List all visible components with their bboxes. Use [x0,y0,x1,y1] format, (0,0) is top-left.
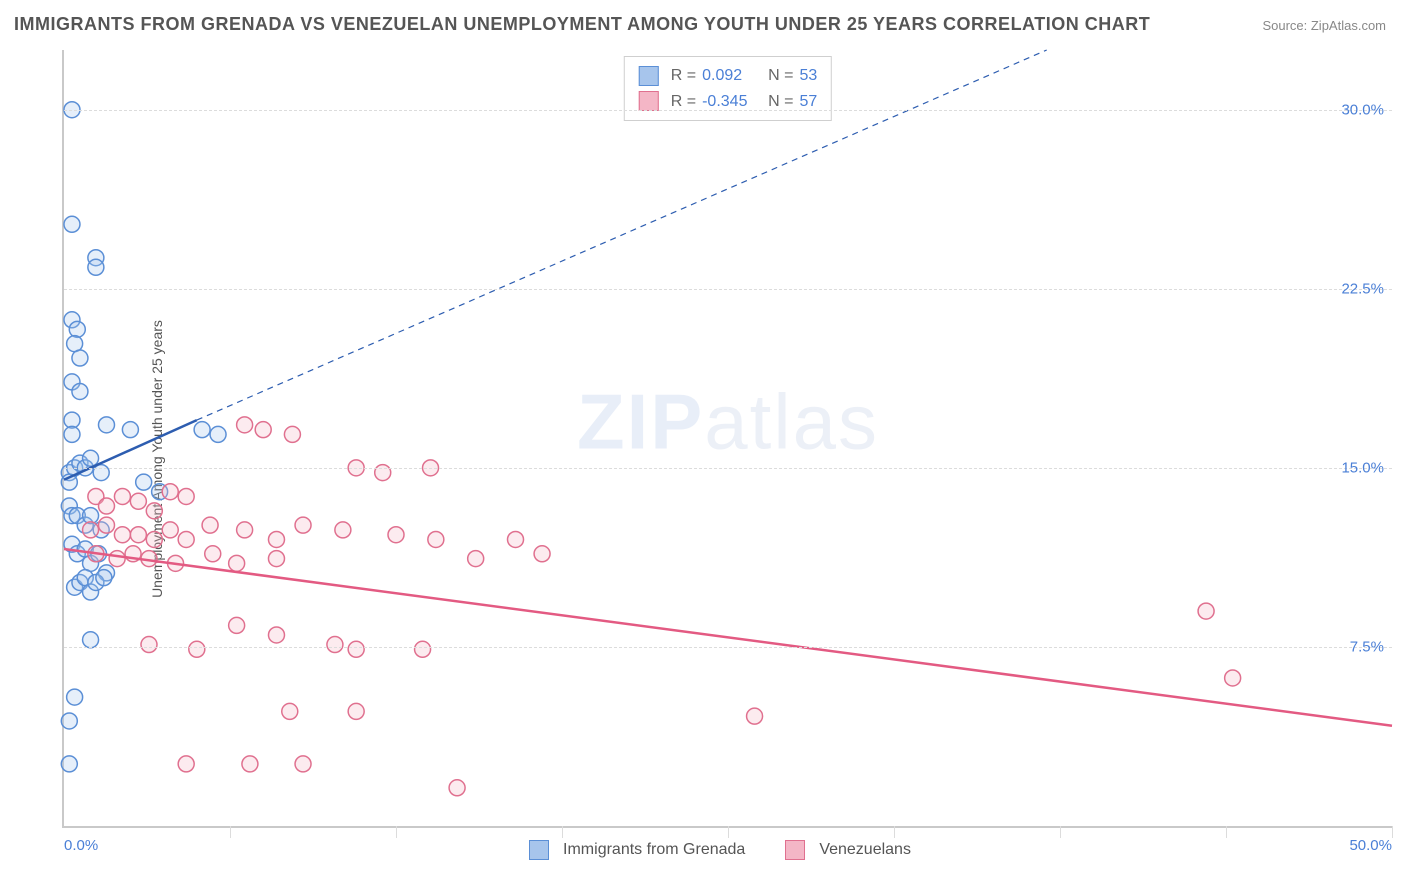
chart-title: IMMIGRANTS FROM GRENADA VS VENEZUELAN UN… [14,14,1150,35]
gridline-horizontal [64,468,1392,469]
gridline-horizontal [64,110,1392,111]
swatch-series-b [639,91,659,111]
r-value-a: 0.092 [702,63,762,89]
swatch-series-a [639,66,659,86]
gridline-vertical [562,826,563,838]
legend-item-b: Venezuelans [785,840,911,860]
gridline-vertical [1392,826,1393,838]
trend-line [64,420,197,480]
gridline-vertical [728,826,729,838]
n-value-a: 53 [799,63,817,89]
gridline-vertical [1226,826,1227,838]
correlation-stats-box: R = 0.092 N = 53 R = -0.345 N = 57 [624,56,832,121]
y-tick-label: 22.5% [1341,280,1384,297]
gridline-vertical [396,826,397,838]
legend-swatch-b [785,840,805,860]
legend-swatch-a [529,840,549,860]
y-tick-label: 7.5% [1350,638,1384,655]
gridline-vertical [894,826,895,838]
n-label-a: N = [768,63,793,89]
trend-lines-layer [64,50,1392,826]
trend-line [197,50,1047,420]
bottom-legend: Immigrants from Grenada Venezuelans [48,840,1392,860]
trend-line [64,549,1392,726]
y-tick-label: 15.0% [1341,459,1384,476]
legend-item-a: Immigrants from Grenada [529,840,745,860]
plot-area: ZIPatlas R = 0.092 N = 53 R = -0.345 N =… [62,50,1392,828]
gridline-vertical [230,826,231,838]
gridline-horizontal [64,289,1392,290]
chart-container: Unemployment Among Youth under 25 years … [48,50,1392,868]
source-attribution: Source: ZipAtlas.com [1262,18,1386,33]
gridline-vertical [1060,826,1061,838]
legend-label-a: Immigrants from Grenada [563,841,745,859]
stats-row-series-a: R = 0.092 N = 53 [639,63,817,89]
y-tick-label: 30.0% [1341,101,1384,118]
gridline-horizontal [64,647,1392,648]
legend-label-b: Venezuelans [819,841,911,859]
r-label-a: R = [671,63,696,89]
